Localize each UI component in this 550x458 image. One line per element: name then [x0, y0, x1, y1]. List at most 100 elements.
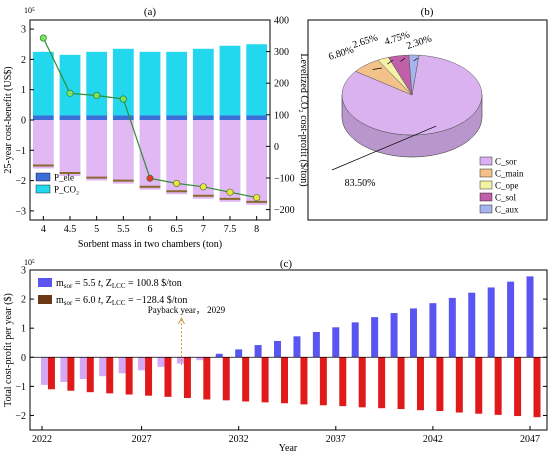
bar-s60-2037 — [339, 357, 347, 407]
line-point-4 — [39, 34, 47, 42]
bar-s60-2042 — [436, 357, 444, 412]
bar-s55-2024 — [79, 357, 87, 380]
bar-s60-2041 — [416, 357, 424, 411]
bar-cost-6 — [139, 120, 161, 190]
c-ytick-label-3: 1 — [21, 324, 26, 335]
bar-cost-5.5 — [112, 120, 134, 184]
a-legend-label-0: P_ele — [54, 173, 74, 183]
pie-leader-C_sor — [331, 125, 437, 171]
panel-b-legend: C_sor C_main C_ope C_sol C_aux — [479, 157, 524, 215]
a-xtick-label-4: 4 — [41, 224, 46, 235]
c-legend-part-1-1: sor — [64, 299, 73, 307]
bar-s55-2031 — [215, 353, 223, 358]
a-ytick-label-2: −1 — [15, 146, 26, 157]
bar-s60-2040 — [397, 357, 405, 410]
a-ytick-label-1: −2 — [15, 176, 26, 187]
payback-arrow-head — [178, 316, 185, 325]
c-xtick-label-2022: 2022 — [32, 434, 52, 445]
a-legend-label-1: P_CO₂ — [54, 185, 79, 195]
b-legend-label-C_ope: C_ope — [495, 181, 519, 191]
c-legend-part-0-1: sor — [64, 282, 73, 290]
c-legend-swatch-1 — [38, 295, 52, 304]
c-xtick-label-2047: 2047 — [520, 434, 540, 445]
bar-s55-2027 — [138, 357, 146, 371]
bar-s60-2035 — [300, 357, 308, 405]
bar-p-co2-8 — [246, 44, 268, 116]
bar-p-co2-5 — [86, 51, 108, 116]
a-y2tick-label-1: −100 — [274, 173, 295, 184]
bar-p-ele-4.5 — [59, 115, 81, 120]
panel-c-legend: msor = 5.5 t, ZLCC = 100.8 $/ton msor = 6… — [38, 278, 187, 307]
bar-s60-2033 — [261, 357, 269, 403]
panel-a: (a) 10⁵ −3 −2 −1 0 1 2 3 −200 −100 0 100 200 300 400… — [3, 6, 309, 250]
a-legend-swatch-1 — [35, 184, 51, 194]
c-legend-part-1-5: Z — [106, 295, 112, 306]
bar-s55-2026 — [118, 357, 126, 374]
bar-s60-2032 — [242, 357, 250, 402]
line-point-4.5 — [66, 89, 74, 97]
bar-s55-2029 — [176, 357, 184, 364]
bar-s55-2044 — [468, 292, 476, 358]
b-legend-swatch-C_sol — [479, 192, 493, 202]
bar-s60-2046 — [514, 357, 522, 417]
bar-p-ele-6 — [139, 115, 161, 120]
bar-s60-2043 — [455, 357, 463, 413]
bar-s55-2038 — [351, 322, 359, 358]
a-ytick-label-0: −3 — [15, 206, 26, 217]
c-legend-part-1-0: m — [56, 295, 64, 306]
pie-label-C_main: 6.80% — [327, 44, 355, 62]
b-legend-swatch-C_aux — [479, 204, 493, 214]
a-xtick-label-6: 6 — [148, 224, 153, 235]
bar-s55-2023 — [60, 357, 68, 382]
bar-p-co2-7 — [192, 48, 214, 116]
c-ytick-label-2: 0 — [21, 353, 26, 364]
pie-leader-C_ope — [387, 59, 394, 65]
bar-s55-2030 — [196, 357, 204, 361]
panel-a-y-label: 25-year cost-benefit (US$) — [3, 66, 14, 173]
panel-b-label: (b) — [421, 6, 434, 18]
bar-p-ele-7 — [192, 115, 214, 120]
bar-s55-2046 — [507, 281, 515, 358]
c-legend-part-1-2: = 6.0 — [72, 295, 98, 306]
bar-s60-2024 — [86, 357, 94, 393]
a-ytick-label-4: 1 — [21, 85, 26, 96]
payback-annotation: Payback year， 2029 — [148, 305, 226, 366]
a-y2tick-label-0: −200 — [274, 205, 295, 216]
a-y2tick-label-2: 0 — [274, 142, 279, 153]
c-legend-part-1-7: = −128.4 $/ton — [126, 295, 188, 306]
c-legend-part-0-4: , — [101, 278, 106, 289]
bar-s55-2036 — [312, 331, 320, 358]
c-xtick-label-2027: 2027 — [132, 434, 152, 445]
bar-s55-2043 — [448, 297, 456, 358]
bar-s55-2035 — [293, 336, 301, 358]
a-y2tick-label-3: 100 — [274, 110, 289, 121]
bar-s60-2029 — [183, 357, 191, 398]
panel-c-x-label: Year — [279, 443, 298, 454]
a-xtick-label-5: 5 — [94, 224, 99, 235]
bar-s55-2037 — [332, 327, 340, 358]
c-legend-part-0-6: LCC — [112, 282, 126, 290]
bar-p-co2-7.5 — [219, 45, 241, 116]
bar-s60-2025 — [106, 357, 114, 394]
b-legend-label-C_aux: C_aux — [495, 205, 519, 215]
line-point-8 — [253, 194, 261, 202]
bar-s60-2038 — [358, 357, 366, 408]
pie-leader-C_main — [372, 67, 383, 70]
a-ytick-label-5: 2 — [21, 55, 26, 66]
bar-s55-2041 — [409, 308, 417, 358]
c-legend-part-1-6: LCC — [112, 299, 126, 307]
pie-leader-C_sol — [400, 57, 406, 62]
bar-s60-2030 — [203, 357, 211, 400]
pie-label-C_sor: 83.50% — [345, 178, 376, 189]
panel-c: (c) 10⁵ −2 −1 0 1 2 3 2022 2027 2032 2037 2042 204… — [3, 258, 548, 454]
c-ytick-label-4: 2 — [21, 295, 26, 306]
c-ytick-label-0: −2 — [15, 411, 26, 422]
panel-b: (b) 83.50%6.80%2.65% 4.75%2.30% C_sorC_ma… — [307, 6, 548, 221]
bar-cost-8 — [246, 120, 268, 205]
pie-label-C_ope: 2.65% — [351, 32, 379, 50]
bar-p-co2-6 — [139, 51, 161, 116]
line-point-5.5 — [119, 95, 127, 103]
panel-a-y-exponent: 10⁵ — [24, 6, 35, 15]
c-legend-label-0: msor = 5.5 t, ZLCC = 100.8 $/ton — [56, 278, 182, 290]
line-point-6.5 — [173, 179, 181, 187]
